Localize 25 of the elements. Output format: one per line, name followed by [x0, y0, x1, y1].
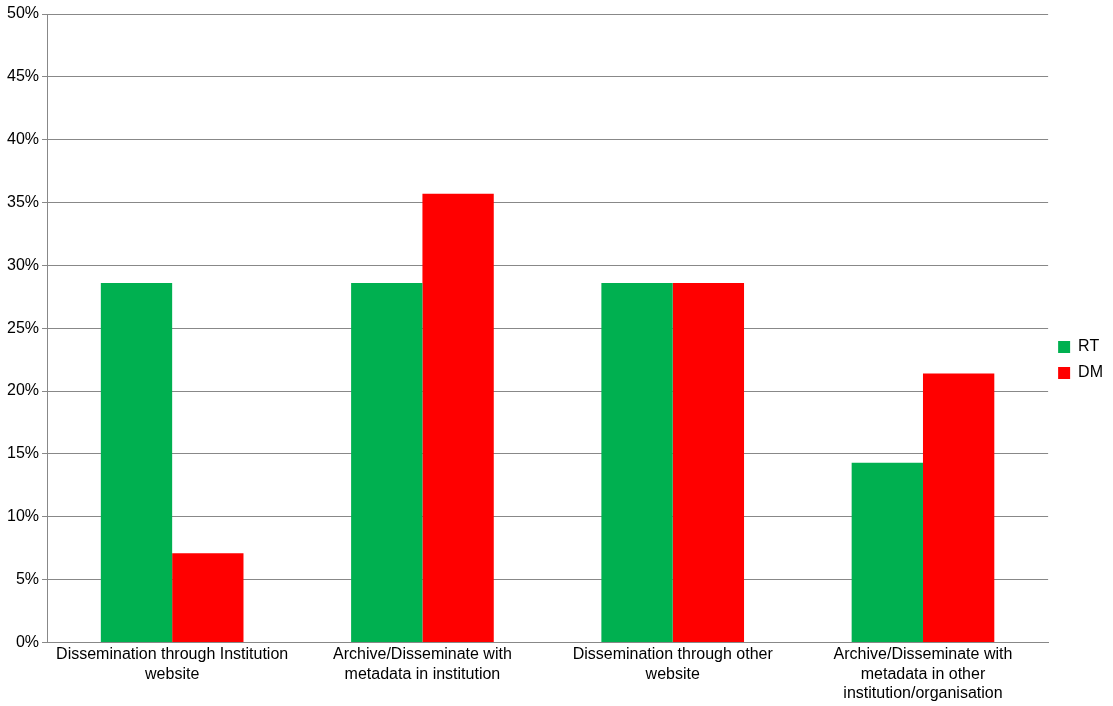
- y-tick-label: 0%: [15, 632, 40, 650]
- bar: [851, 462, 923, 642]
- y-tick-label: 25%: [6, 318, 40, 336]
- y-tick-label: 30%: [6, 255, 40, 273]
- x-tick-label: Archive/Disseminate with metadata in institution: [333, 645, 512, 682]
- legend-label: DM: [1078, 363, 1104, 381]
- legend-label: RT: [1078, 337, 1100, 355]
- x-tick-label: Dissemination through other website: [572, 645, 774, 682]
- y-tick-label: 20%: [6, 381, 40, 399]
- x-tick-label: Archive/Disseminate with metadata in other institution/organisation: [833, 645, 1013, 701]
- y-tick-label: 45%: [6, 67, 40, 85]
- bar: [100, 282, 173, 642]
- bar: [172, 553, 244, 642]
- y-tick-label: 10%: [6, 507, 40, 525]
- x-tick-label: Dissemination through Institution website: [56, 645, 289, 682]
- y-tick-label: 5%: [15, 569, 40, 587]
- y-tick-label: 50%: [6, 4, 40, 22]
- y-tick-label: 40%: [6, 130, 40, 148]
- bar: [422, 193, 494, 642]
- y-tick-label: 35%: [6, 192, 40, 210]
- y-tick-label: 15%: [6, 444, 40, 462]
- bar: [601, 282, 673, 642]
- bar: [672, 282, 745, 642]
- bar: [351, 282, 423, 642]
- bar: [922, 373, 995, 642]
